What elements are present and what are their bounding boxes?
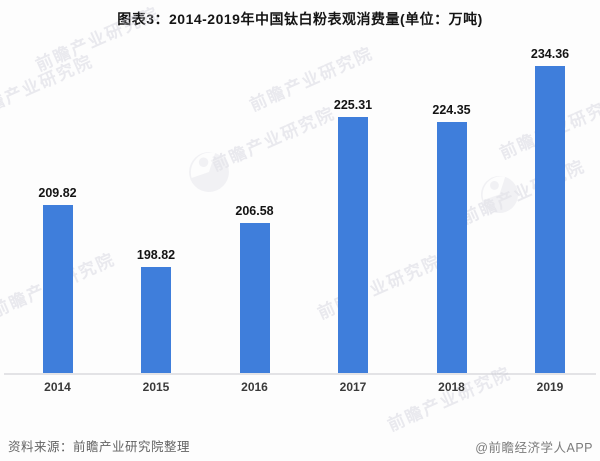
qianzhan-circle-logo-icon [184, 147, 234, 197]
qianzhan-circle-logo-icon [476, 171, 522, 217]
bar-value-label: 225.31 [333, 98, 373, 112]
bar-value-label: 206.58 [235, 203, 274, 218]
x-axis-line [4, 373, 596, 375]
bar-2017 [338, 117, 368, 373]
bar-2016 [239, 222, 270, 373]
bar-2018 [436, 122, 467, 373]
bar-value-label: 224.35 [432, 103, 471, 118]
x-axis-tick-label: 2018 [438, 380, 465, 394]
bar-value-label: 234.36 [530, 46, 570, 61]
bar-2019 [535, 65, 565, 373]
bar-value-label: 209.82 [38, 185, 77, 200]
x-axis-tick-label: 2014 [44, 380, 71, 394]
watermark-text: 前瞻产业研究院 [0, 51, 97, 124]
source-note: 资料来源：前瞻产业研究院整理 [8, 440, 191, 454]
chart-title: 图表3：2014-2019年中国钛白粉表观消费量(单位：万吨) [117, 11, 483, 27]
x-axis-tick-label: 2017 [339, 380, 367, 394]
bar-2014 [42, 204, 73, 373]
bar-value-label: 198.82 [136, 247, 176, 262]
x-axis-tick-label: 2016 [241, 380, 268, 394]
watermark-text: 前瞻产业研究院 [458, 156, 589, 229]
x-axis-tick-label: 2019 [536, 380, 564, 394]
bar-2015 [141, 266, 171, 373]
x-axis-tick-label: 2015 [142, 380, 170, 394]
watermark-text: 前瞻产业研究院 [314, 251, 445, 324]
credit-note: @前瞻经济学人APP [475, 441, 593, 455]
